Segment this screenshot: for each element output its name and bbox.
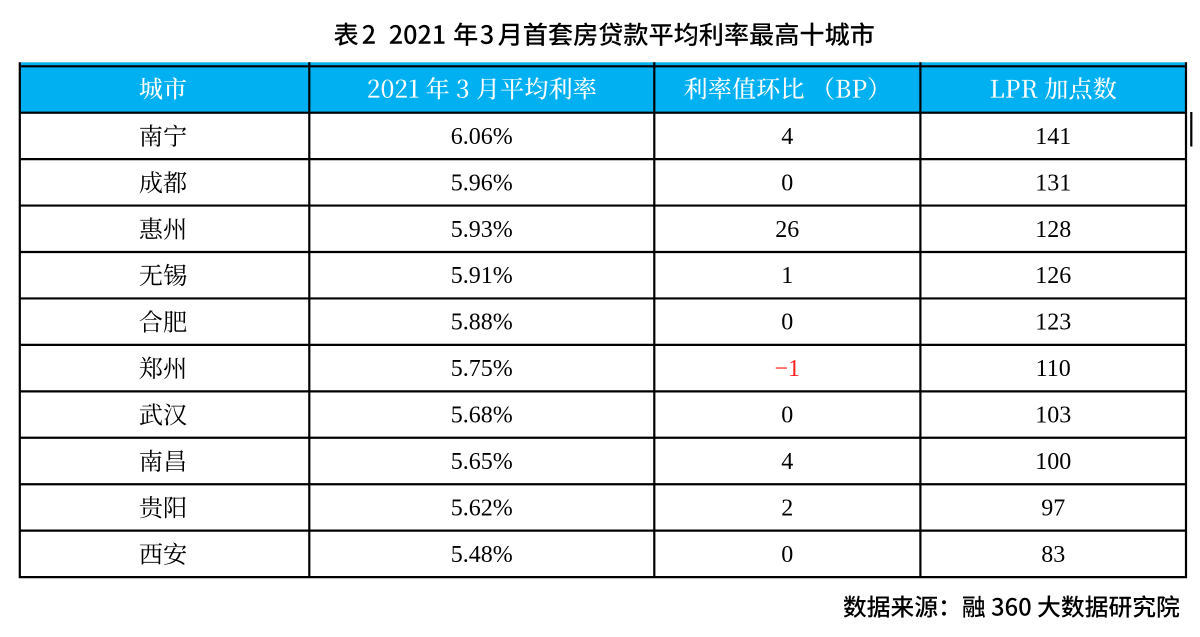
svg-text:141: 141 xyxy=(1035,124,1071,150)
svg-text:6.06%: 6.06% xyxy=(451,124,513,150)
svg-text:5.75%: 5.75% xyxy=(451,356,513,382)
svg-text:83: 83 xyxy=(1041,542,1065,568)
svg-text:26: 26 xyxy=(775,217,799,243)
svg-text:5.48%: 5.48% xyxy=(451,542,513,568)
svg-text:110: 110 xyxy=(1036,356,1071,382)
svg-text:5.68%: 5.68% xyxy=(451,403,513,429)
svg-text:126: 126 xyxy=(1035,263,1071,289)
svg-text:5.88%: 5.88% xyxy=(451,310,513,336)
svg-text:0: 0 xyxy=(781,403,793,429)
svg-text:0: 0 xyxy=(781,170,793,196)
svg-text:97: 97 xyxy=(1041,495,1065,521)
svg-text:123: 123 xyxy=(1035,310,1071,336)
svg-text:103: 103 xyxy=(1035,403,1071,429)
svg-text:5.96%: 5.96% xyxy=(451,170,513,196)
svg-text:5.93%: 5.93% xyxy=(451,217,513,243)
svg-text:−1: −1 xyxy=(775,356,801,382)
svg-text:1: 1 xyxy=(781,263,793,289)
svg-text:5.65%: 5.65% xyxy=(451,449,513,475)
svg-text:4: 4 xyxy=(781,124,793,150)
svg-text:4: 4 xyxy=(781,449,793,475)
svg-text:131: 131 xyxy=(1035,170,1071,196)
svg-text:5.91%: 5.91% xyxy=(451,263,513,289)
svg-text:2: 2 xyxy=(781,495,793,521)
svg-text:100: 100 xyxy=(1035,449,1071,475)
svg-text:0: 0 xyxy=(781,310,793,336)
svg-text:128: 128 xyxy=(1035,217,1071,243)
svg-text:5.62%: 5.62% xyxy=(451,495,513,521)
svg-text:0: 0 xyxy=(781,542,793,568)
